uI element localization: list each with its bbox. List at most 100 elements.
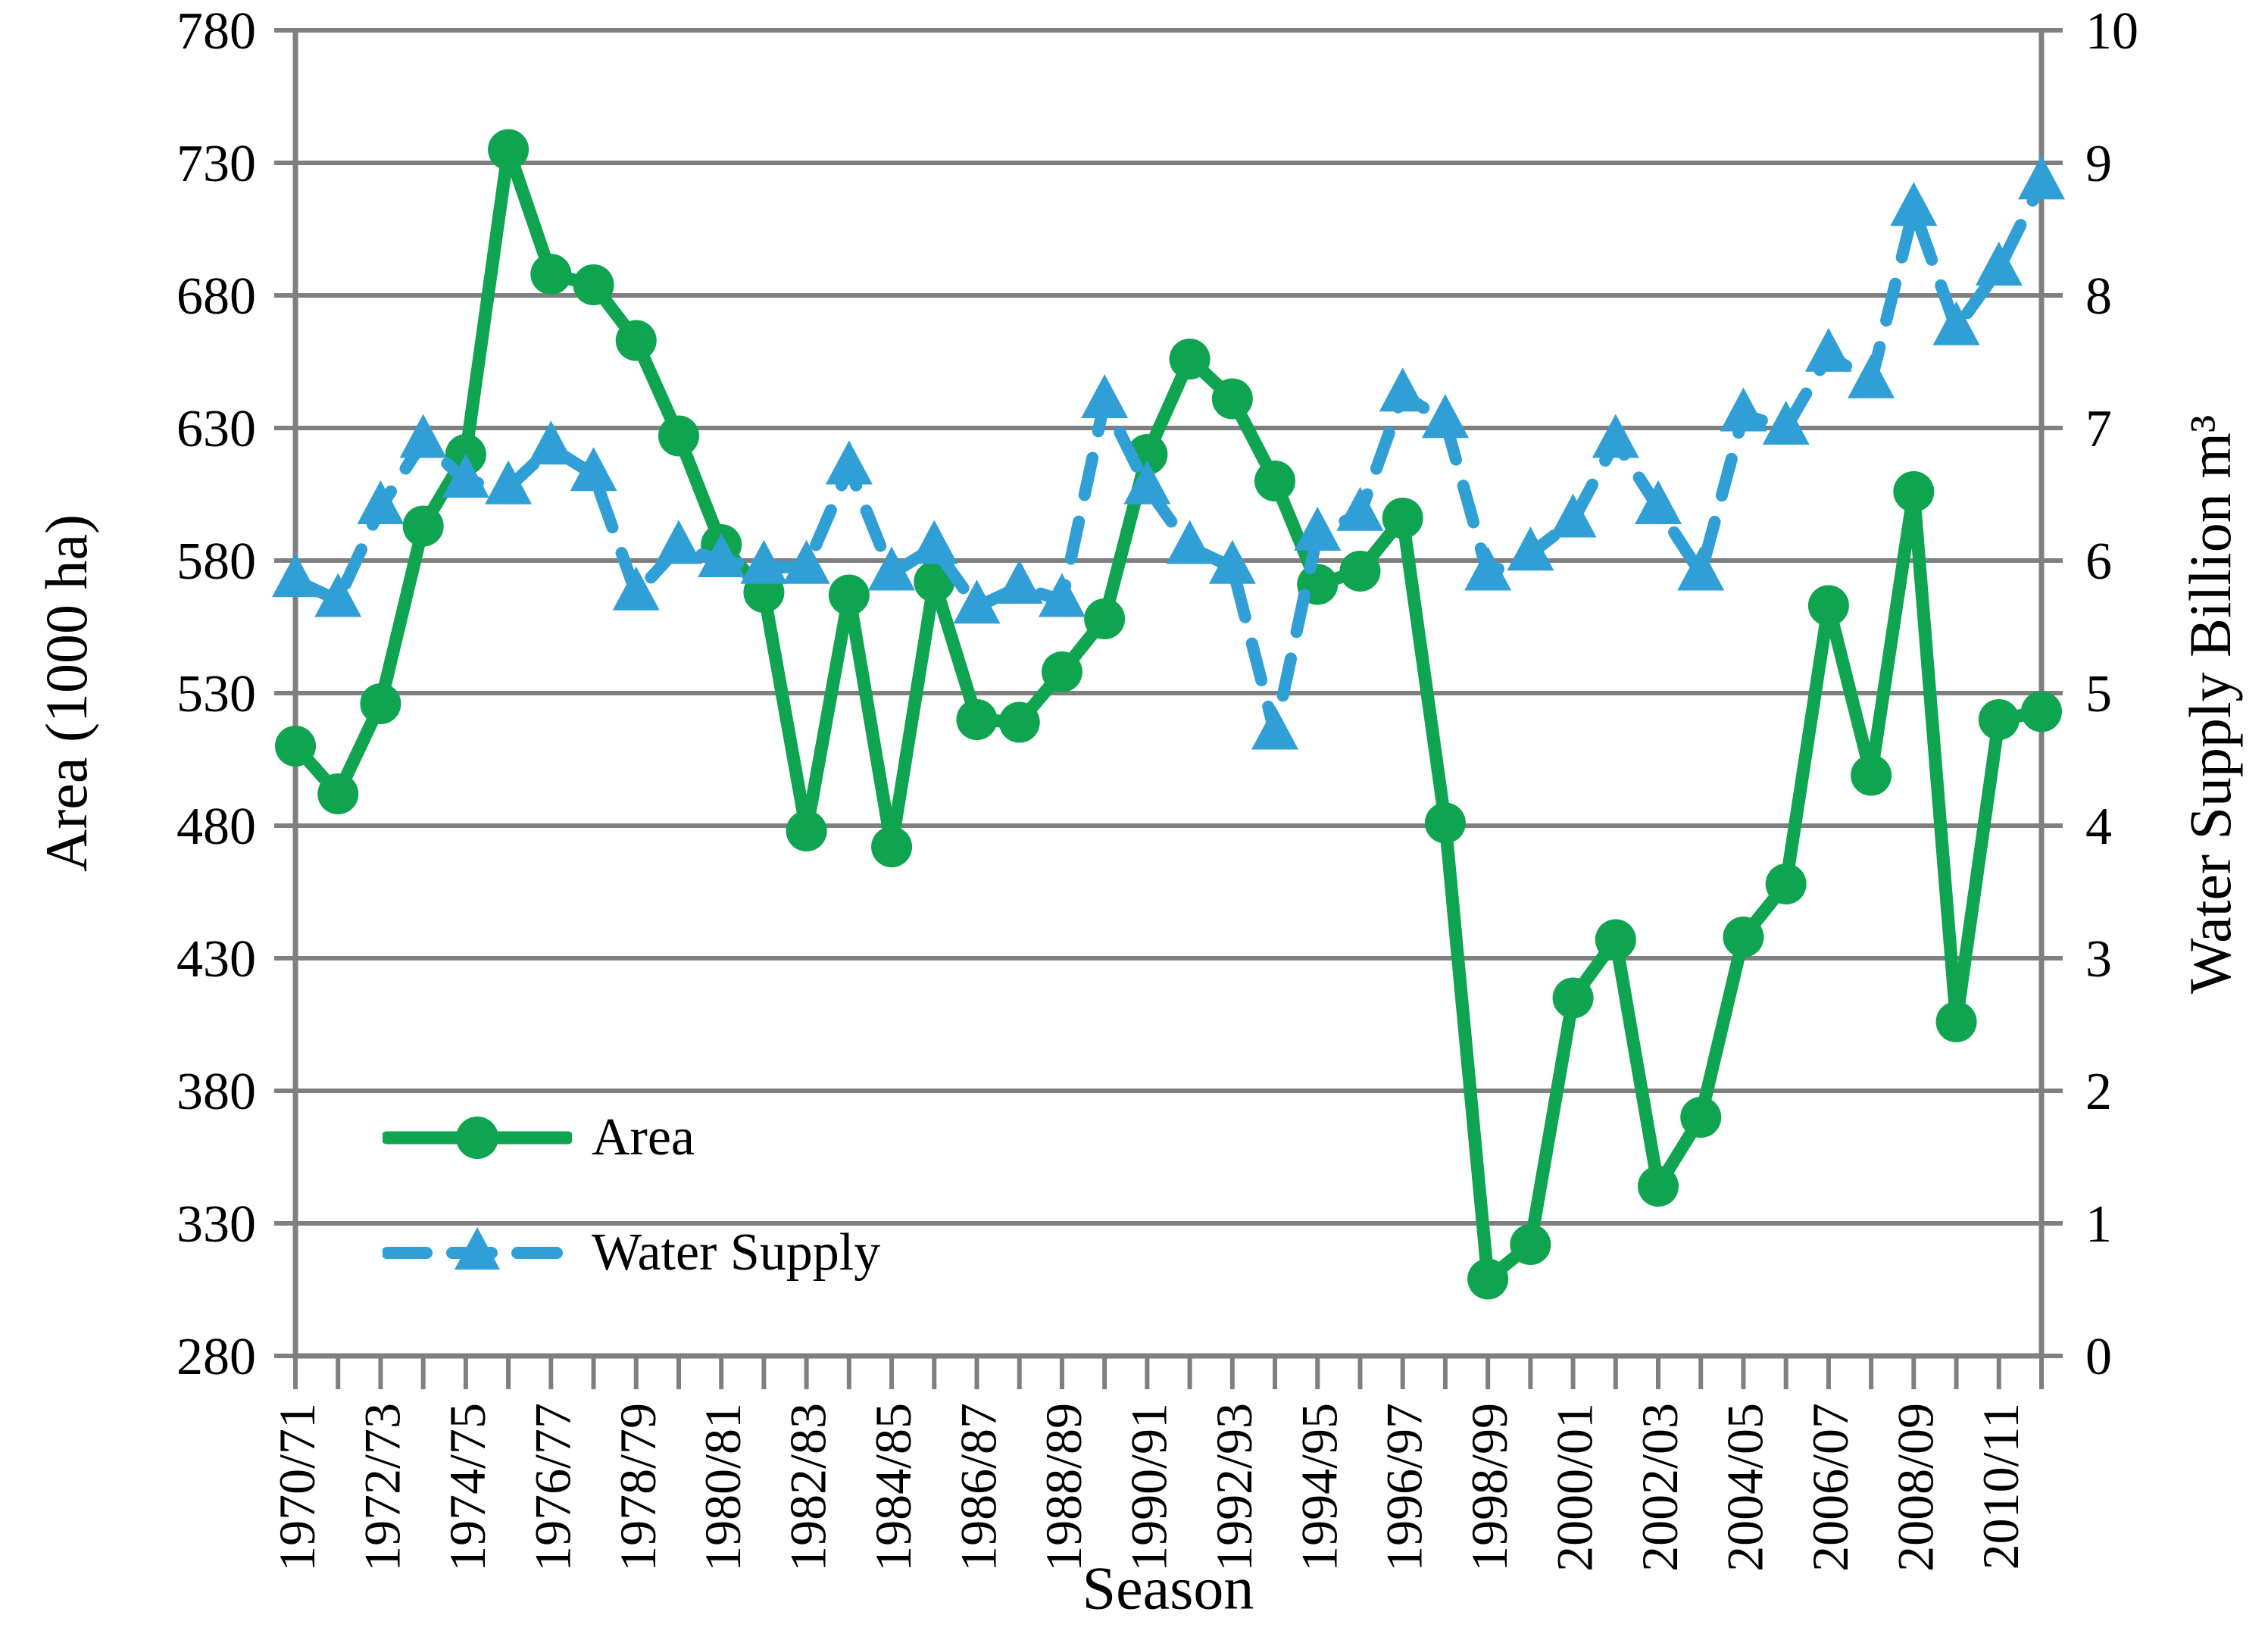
y-axis-left-tick-label: 780 (177, 2, 256, 61)
water-supply-series-marker (1464, 546, 1512, 591)
water-supply-series-marker (953, 579, 1001, 624)
area-series-marker (1382, 498, 1423, 539)
area-series-marker (1935, 1001, 1977, 1042)
area-series-marker (1084, 598, 1126, 639)
y-axis-left-tick-label: 380 (177, 1063, 256, 1121)
y-axis-left-title: Area (1000 ha) (33, 514, 99, 873)
water-supply-series-marker (399, 414, 447, 458)
area-series-marker (1467, 1258, 1509, 1300)
x-axis-tick-label: 1976/77 (523, 1403, 581, 1572)
area-series-marker (1041, 651, 1082, 692)
x-axis-tick-label: 1996/97 (1376, 1403, 1433, 1572)
area-series-marker (1254, 461, 1296, 501)
water-supply-series-marker (1251, 705, 1299, 750)
x-axis-tick-label: 1994/95 (1290, 1403, 1348, 1572)
water-supply-series-marker (1592, 414, 1639, 458)
water-supply-series-marker (1975, 242, 2023, 286)
y-axis-left-tick-label: 530 (177, 665, 256, 723)
water-supply-series-marker (1507, 526, 1554, 571)
x-axis-tick-label: 1984/85 (864, 1403, 922, 1572)
legend-item-area: Area (383, 1100, 880, 1176)
area-series-marker (1851, 754, 1892, 796)
water-supply-series-marker (783, 539, 830, 584)
area-series-marker (1595, 919, 1636, 960)
area-series-marker (530, 254, 572, 295)
water-supply-series-marker (1421, 394, 1469, 439)
water-supply-line-icon (383, 1227, 572, 1270)
y-axis-right-tick-label: 5 (2085, 665, 2112, 723)
area-series-marker (402, 505, 444, 547)
water-supply-series-marker (272, 553, 319, 598)
x-axis-tick-label: 2000/01 (1546, 1403, 1604, 1572)
y-axis-left-tick-label: 580 (177, 533, 256, 591)
area-series-marker (275, 726, 316, 767)
x-axis-tick-label: 1998/99 (1460, 1403, 1518, 1572)
area-series-marker (1169, 339, 1211, 380)
x-axis-tick-label: 2002/03 (1631, 1403, 1689, 1572)
x-axis-tick-label: 1980/81 (694, 1403, 751, 1572)
x-axis-tick-label: 2010/11 (1972, 1403, 2029, 1570)
x-axis-tick-label: 1974/75 (439, 1403, 496, 1572)
area-series-marker (956, 699, 998, 740)
water-supply-series-marker (1635, 480, 1682, 524)
y-axis-left-tick-label: 280 (177, 1328, 256, 1386)
water-supply-series-marker (1720, 387, 1767, 432)
area-series-marker (1638, 1166, 1679, 1207)
area-series-marker (1807, 585, 1849, 626)
water-supply-series-marker (1848, 354, 1895, 398)
area-series-marker (1339, 551, 1381, 592)
water-supply-series-marker (911, 520, 958, 564)
x-axis-tick-label: 1986/87 (950, 1403, 1007, 1572)
y-axis-left-tick-label: 480 (177, 798, 256, 856)
x-axis-tick-label: 2006/07 (1801, 1403, 1859, 1572)
y-axis-left-tick-label: 630 (177, 400, 256, 458)
water-supply-series-marker (612, 566, 660, 611)
x-axis-tick-label: 1972/73 (353, 1403, 411, 1572)
water-supply-series-marker (442, 454, 489, 498)
water-supply-series-marker (314, 573, 362, 617)
y-axis-right-tick-label: 9 (2085, 135, 2112, 193)
x-axis-tick-label: 1988/89 (1035, 1403, 1092, 1572)
x-axis-tick-label: 1978/79 (609, 1403, 667, 1572)
water-supply-series-marker (1890, 182, 1938, 226)
area-series-marker (573, 264, 614, 305)
water-supply-series-marker (1677, 546, 1725, 591)
water-supply-series-marker (1762, 401, 1810, 445)
legend-label-water-supply: Water Supply (592, 1223, 881, 1282)
area-series-marker (360, 683, 401, 724)
y-axis-left-tick-label: 330 (177, 1195, 256, 1254)
water-supply-series-marker (2018, 155, 2065, 200)
area-series-marker (828, 574, 870, 616)
y-axis-right-tick-label: 10 (2085, 2, 2138, 61)
water-supply-series-marker (1932, 301, 1980, 345)
x-axis-title: Season (1082, 1555, 1254, 1623)
area-series-marker (1893, 471, 1935, 512)
area-series-marker (488, 129, 530, 170)
water-supply-series-marker (1336, 486, 1384, 531)
water-supply-series-marker (527, 420, 575, 465)
y-axis-right-tick-label: 8 (2085, 267, 2112, 326)
y-axis-right-title: Water Supply Billion m³ (2177, 414, 2243, 995)
area-series-marker (1765, 864, 1807, 904)
water-supply-series-marker (1294, 507, 1342, 551)
area-line-icon (383, 1117, 572, 1159)
area-series-marker (317, 773, 359, 814)
y-axis-right-tick-label: 7 (2085, 400, 2112, 458)
water-supply-series-marker (1166, 520, 1214, 564)
legend-item-water-supply: Water Supply (383, 1215, 880, 1291)
area-series-marker (2021, 691, 2062, 732)
x-axis-tick-label: 1982/83 (779, 1403, 837, 1572)
water-supply-series-marker (357, 480, 405, 524)
water-supply-series-marker (485, 460, 533, 504)
y-axis-right-tick-label: 0 (2085, 1328, 2112, 1386)
area-series-marker (998, 701, 1040, 743)
area-series-marker (1978, 699, 2020, 740)
area-series-marker (615, 320, 657, 361)
x-axis-tick-label: 2004/05 (1716, 1403, 1773, 1572)
water-supply-series-marker (1123, 460, 1171, 504)
area-series-marker (871, 826, 913, 867)
legend-label-area: Area (592, 1108, 695, 1167)
area-series-marker (658, 415, 699, 457)
